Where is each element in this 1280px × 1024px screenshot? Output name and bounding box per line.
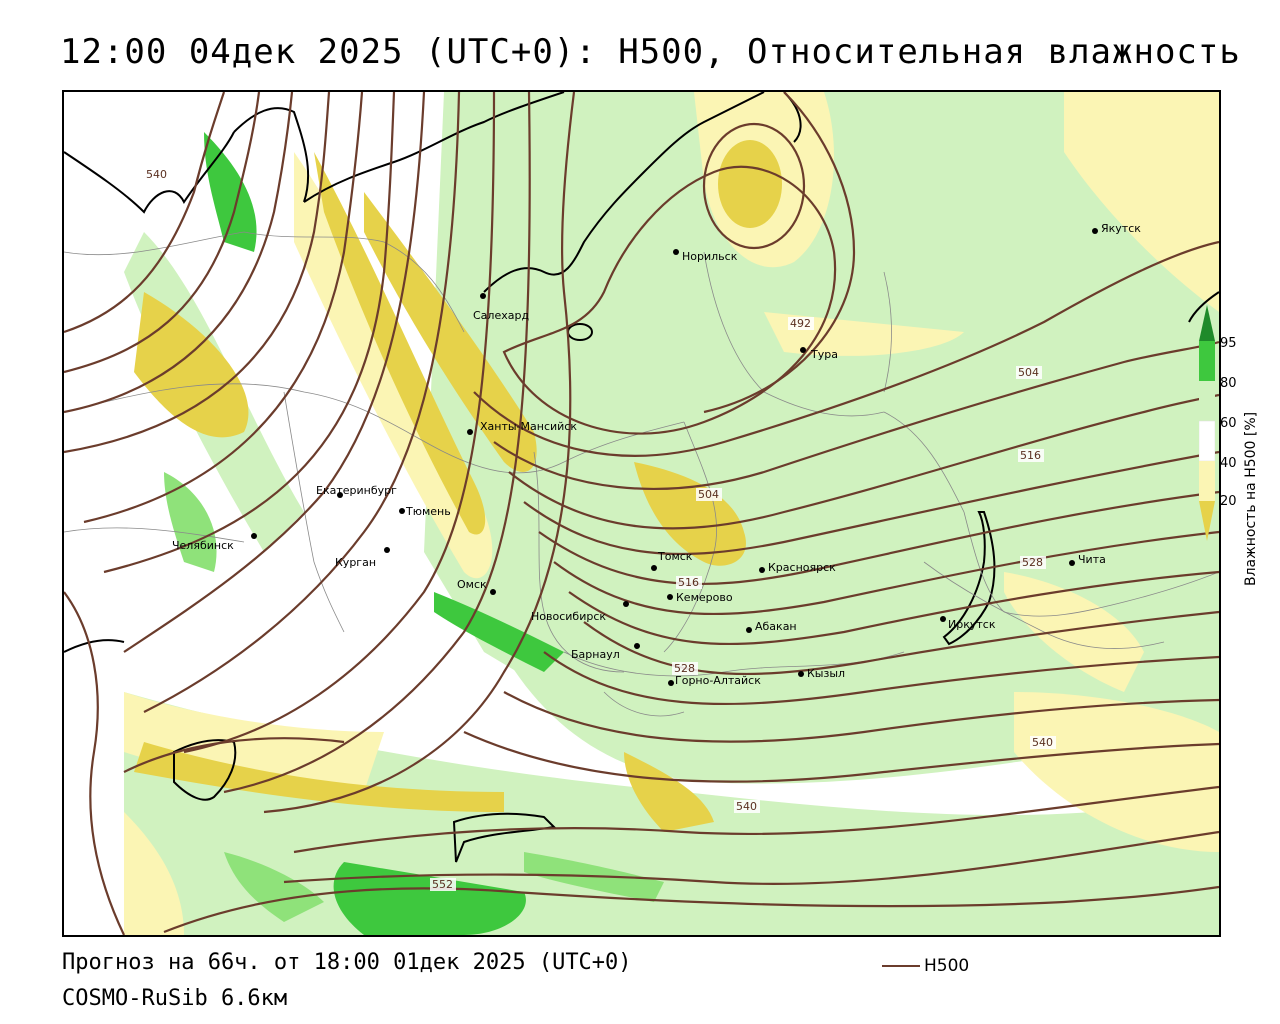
contour-label-bg — [430, 878, 456, 891]
city-14: Красноярск — [759, 561, 836, 574]
city-3: Салехард — [473, 293, 529, 322]
city-label: Чита — [1078, 553, 1106, 566]
contour-label-528: 528 — [1022, 556, 1043, 569]
city-1: Норильск — [673, 249, 738, 263]
contour-label-540: 540 — [736, 800, 757, 813]
map-title: 12:00 04дек 2025 (UTC+0): H500, Относите… — [60, 32, 1241, 72]
city-label: Томск — [657, 550, 693, 563]
city-label: Барнаул — [571, 648, 620, 661]
city-18: Кызыл — [798, 667, 845, 680]
city-label: Екатеринбург — [316, 484, 397, 497]
city-markers: Норильск Якутск Салехард Тура Ханты-Мансийск… — [172, 222, 1141, 687]
contour-label-bg — [672, 662, 698, 675]
city-2: Якутск — [1092, 222, 1141, 235]
city-dot — [940, 616, 946, 622]
city-10: Омск — [457, 578, 496, 595]
contour-label-492: 492 — [790, 317, 811, 330]
city-label: Горно-Алтайск — [675, 674, 761, 687]
city-label: Иркутск — [948, 618, 996, 631]
city-label: Салехард — [473, 309, 529, 322]
city-dot — [384, 547, 390, 553]
legend-tick-40: 40 — [1220, 456, 1237, 471]
city-dot — [800, 347, 806, 353]
city-11: Новосибирск — [531, 601, 629, 623]
contour-label-bg — [734, 800, 760, 813]
contour-label-504: 504 — [698, 488, 719, 501]
city-dot — [634, 643, 640, 649]
city-12: Томск — [651, 550, 693, 571]
contour-label-bg — [144, 168, 170, 181]
city-dot — [651, 565, 657, 571]
city-label: Челябинск — [172, 539, 234, 552]
city-label: Ханты-Мансийск — [480, 420, 577, 433]
city-dot — [623, 601, 629, 607]
contour-label-bg — [1030, 736, 1056, 749]
contour-label-516: 516 — [678, 576, 699, 589]
city-label: Кызыл — [807, 667, 845, 680]
city-dot — [490, 589, 496, 595]
city-label: Новосибирск — [531, 610, 606, 623]
city-dot — [399, 508, 405, 514]
contour-label-552: 552 — [432, 878, 453, 891]
legend-title: Влажность на H500 [%] — [1243, 411, 1259, 586]
city-8: Челябинск — [172, 533, 257, 552]
city-17: Горно-Алтайск — [668, 674, 761, 687]
contour-label-bg — [1016, 366, 1042, 379]
city-label: Кемерово — [676, 591, 733, 604]
city-9: Курган — [335, 547, 390, 569]
h500-contours — [64, 92, 1219, 935]
contour-label-bg — [696, 488, 722, 501]
city-7: Тюмень — [399, 505, 451, 518]
city-dot — [667, 594, 673, 600]
h500-legend-label: H500 — [924, 956, 970, 976]
city-label: Красноярск — [768, 561, 836, 574]
city-4: Тура — [800, 347, 838, 361]
city-label: Тура — [810, 348, 838, 361]
city-dot — [480, 293, 486, 299]
city-label: Якутск — [1101, 222, 1141, 235]
city-label: Курган — [335, 556, 376, 569]
legend-tick-20: 20 — [1220, 494, 1237, 509]
city-dot — [798, 671, 804, 677]
city-dot — [467, 429, 473, 435]
h500-line-swatch — [882, 965, 920, 967]
forecast-info: Прогноз на 66ч. от 18:00 01дек 2025 (UTC… — [62, 950, 632, 975]
city-label: Абакан — [755, 620, 797, 633]
humidity-legend-bar — [1199, 305, 1215, 541]
legend-tick-80: 80 — [1220, 376, 1237, 391]
city-dot — [1069, 560, 1075, 566]
contour-label-528: 528 — [674, 662, 695, 675]
city-13: Кемерово — [667, 591, 733, 604]
city-dot — [668, 680, 674, 686]
map-area[interactable]: 540 492 504 504 516 516 528 528 540 540 552 Нориль… — [62, 90, 1221, 937]
city-dot — [746, 627, 752, 633]
contour-label-516: 516 — [1020, 449, 1041, 462]
city-dot — [673, 249, 679, 255]
city-20: Чита — [1069, 553, 1106, 566]
city-dot — [251, 533, 257, 539]
city-dot — [759, 567, 765, 573]
contour-label-bg — [676, 576, 702, 589]
contour-label-bg — [788, 317, 814, 330]
city-5: Ханты-Мансийск — [467, 420, 577, 435]
contour-labels: 540 492 504 504 516 516 528 528 540 540 552 — [144, 168, 1056, 891]
model-name: COSMO-RuSib 6.6км — [62, 986, 288, 1011]
legend-tick-95: 95 — [1220, 336, 1237, 351]
city-19: Иркутск — [940, 616, 996, 631]
h500-legend: H500 — [882, 956, 969, 976]
city-dot — [337, 492, 343, 498]
contour-label-540: 540 — [1032, 736, 1053, 749]
contour-label-504: 504 — [1018, 366, 1039, 379]
city-15: Абакан — [746, 620, 797, 633]
contour-label-540: 540 — [146, 168, 167, 181]
city-label: Тюмень — [405, 505, 451, 518]
city-label: Норильск — [682, 250, 738, 263]
legend-tick-60: 60 — [1220, 416, 1237, 431]
contour-label-bg — [1020, 556, 1046, 569]
city-dot — [1092, 228, 1098, 234]
city-label: Омск — [457, 578, 487, 591]
city-6: Екатеринбург — [316, 484, 397, 498]
contour-label-bg — [1018, 449, 1044, 462]
city-16: Барнаул — [571, 643, 640, 661]
